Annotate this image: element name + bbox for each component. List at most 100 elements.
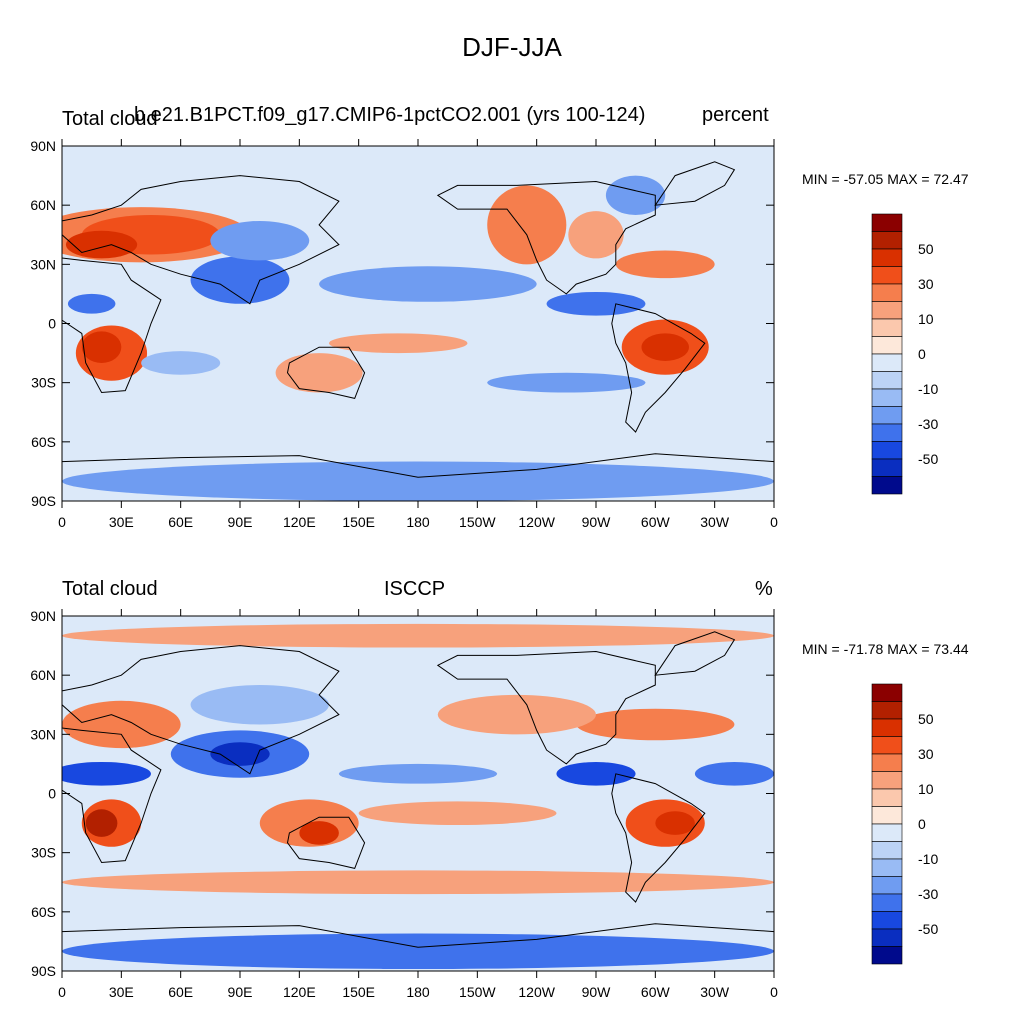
lon-tick-label: 60W <box>641 514 671 530</box>
colorbar-swatch <box>871 823 903 842</box>
colorbar-swatch <box>871 353 903 372</box>
cloud-anomaly-region <box>275 353 363 393</box>
colorbar-swatch <box>871 388 903 407</box>
colorbar-swatch <box>871 458 903 477</box>
lat-tick-label: 60N <box>30 667 56 683</box>
colorbar-label: -30 <box>918 416 938 432</box>
panel-2-center-title: ISCCP <box>384 578 446 600</box>
lat-tick-label: 0 <box>48 316 56 332</box>
coastline <box>62 727 162 864</box>
panel-1-right-title: percent <box>702 104 769 126</box>
colorbar-swatch <box>871 683 903 702</box>
colorbar-label: 0 <box>918 816 926 832</box>
panel-1-minmax: MIN = -57.05 MAX = 72.47 <box>802 171 969 187</box>
colorbar-1: 50 30 10 0 -10 -30 -50 <box>871 213 938 495</box>
cloud-anomaly-region <box>65 230 138 259</box>
cloud-anomaly-region <box>81 331 122 363</box>
map-panel-2 <box>62 616 774 971</box>
lon-tick-label: 150E <box>342 984 375 1000</box>
cloud-anomaly-region <box>210 220 310 261</box>
cloud-anomaly-region <box>190 685 329 725</box>
lat-tick-label: 90S <box>31 963 56 979</box>
coastline <box>436 650 656 765</box>
cloud-anomaly-region <box>329 333 468 354</box>
coastline <box>62 923 774 948</box>
colorbar-label: 50 <box>918 241 934 257</box>
cloud-anomaly-region <box>62 700 181 749</box>
panel-2-minmax: MIN = -71.78 MAX = 73.44 <box>802 641 969 657</box>
coastline <box>62 175 340 305</box>
panel-1-left-title: Total cloud <box>62 108 158 130</box>
cloud-anomaly-region <box>338 763 498 784</box>
lon-tick-label: 120E <box>283 514 316 530</box>
lon-tick-label: 0 <box>58 514 66 530</box>
cloud-anomaly-region <box>85 809 118 837</box>
colorbar-swatch <box>871 301 903 320</box>
lon-tick-label: 180 <box>406 514 430 530</box>
colorbar-swatch <box>871 736 903 755</box>
lon-tick-label: 60E <box>168 984 193 1000</box>
lon-tick-label: 30W <box>700 514 730 530</box>
colorbar-swatch <box>871 476 903 495</box>
colorbar-label: 30 <box>918 276 934 292</box>
panel-2-right-title: % <box>755 578 773 600</box>
colorbar-label: 10 <box>918 311 934 327</box>
colorbar-swatch <box>871 788 903 807</box>
cloud-anomaly-region <box>210 742 270 766</box>
panel-2-left-title: Total cloud <box>62 578 158 600</box>
cloud-anomaly-region <box>62 933 774 970</box>
lat-tick-label: 90N <box>30 138 56 154</box>
colorbar-swatch <box>871 248 903 267</box>
lon-tick-label: 30E <box>109 984 134 1000</box>
colorbar-swatch <box>871 876 903 895</box>
cloud-anomaly-region <box>190 256 290 304</box>
lon-tick-label: 120W <box>518 514 555 530</box>
coastline <box>654 161 736 206</box>
colorbar-swatch <box>871 753 903 772</box>
lon-tick-label: 120E <box>283 984 316 1000</box>
lon-tick-label: 150E <box>342 514 375 530</box>
cloud-anomaly-region <box>576 708 735 741</box>
cloud-anomaly-region <box>655 811 695 835</box>
cloud-anomaly-region <box>62 461 774 501</box>
lon-tick-label: 60E <box>168 514 193 530</box>
cloud-anomaly-region <box>487 372 646 393</box>
figure-title: DJF-JJA <box>462 32 562 62</box>
colorbar-swatch <box>871 406 903 425</box>
colorbar-swatch <box>871 718 903 737</box>
coastline <box>611 303 706 433</box>
cloud-anomaly-region <box>358 801 557 826</box>
colorbar-label: -10 <box>918 851 938 867</box>
lon-tick-label: 180 <box>406 984 430 1000</box>
coastline <box>62 645 340 775</box>
colorbar-swatch <box>871 771 903 790</box>
cloud-anomaly-region <box>319 266 537 302</box>
colorbar-swatch <box>871 946 903 965</box>
cloud-anomaly-region <box>67 293 116 314</box>
cloud-anomaly-region <box>546 291 646 316</box>
coastline <box>286 816 366 869</box>
cloud-anomaly-region <box>641 333 689 361</box>
cloud-anomaly-region <box>694 761 774 786</box>
lat-tick-label: 30N <box>30 256 56 272</box>
lat-tick-label: 30S <box>31 375 56 391</box>
coastline <box>62 257 162 394</box>
cloud-anomaly-region <box>568 211 624 259</box>
cloud-anomaly-region <box>299 821 339 845</box>
colorbar-swatch <box>871 911 903 930</box>
lon-tick-label: 90E <box>228 984 253 1000</box>
lat-tick-label: 30N <box>30 726 56 742</box>
colorbar-swatch <box>871 806 903 825</box>
cloud-anomaly-region <box>62 623 774 648</box>
lon-tick-label: 30W <box>700 984 730 1000</box>
cloud-anomaly-region <box>605 175 666 216</box>
cloud-anomaly-region <box>141 351 221 375</box>
lon-tick-label: 90W <box>582 984 612 1000</box>
colorbar-label: 10 <box>918 781 934 797</box>
colorbar-label: -50 <box>918 451 938 467</box>
colorbar-swatch <box>871 213 903 232</box>
lon-tick-label: 90E <box>228 514 253 530</box>
lat-tick-label: 60S <box>31 434 56 450</box>
lat-tick-label: 90S <box>31 493 56 509</box>
